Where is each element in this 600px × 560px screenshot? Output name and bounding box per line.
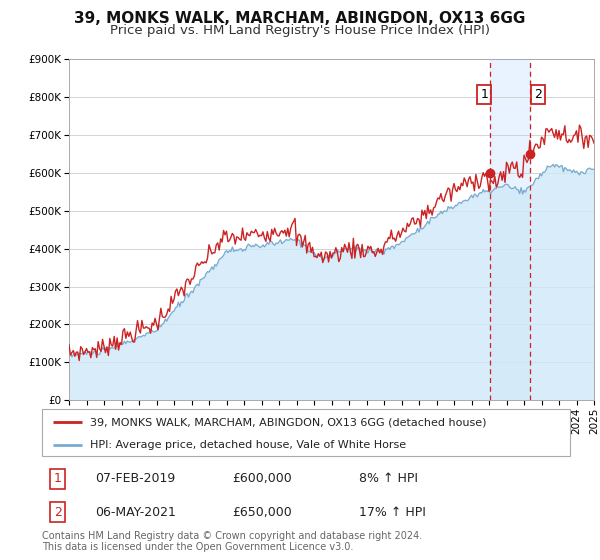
Text: 1: 1 — [481, 88, 488, 101]
Text: Contains HM Land Registry data © Crown copyright and database right 2024.: Contains HM Land Registry data © Crown c… — [42, 531, 422, 541]
Text: £650,000: £650,000 — [232, 506, 292, 519]
Text: £600,000: £600,000 — [232, 472, 292, 486]
Text: 17% ↑ HPI: 17% ↑ HPI — [359, 506, 425, 519]
Text: 06-MAY-2021: 06-MAY-2021 — [95, 506, 176, 519]
Bar — [490, 59, 530, 400]
Text: 2: 2 — [54, 506, 62, 519]
Text: This data is licensed under the Open Government Licence v3.0.: This data is licensed under the Open Gov… — [42, 542, 353, 552]
Text: 39, MONKS WALK, MARCHAM, ABINGDON, OX13 6GG: 39, MONKS WALK, MARCHAM, ABINGDON, OX13 … — [74, 11, 526, 26]
Text: 8% ↑ HPI: 8% ↑ HPI — [359, 472, 418, 486]
Text: 2: 2 — [534, 88, 542, 101]
Text: 1: 1 — [54, 472, 62, 486]
Text: 39, MONKS WALK, MARCHAM, ABINGDON, OX13 6GG (detached house): 39, MONKS WALK, MARCHAM, ABINGDON, OX13 … — [89, 417, 486, 427]
FancyBboxPatch shape — [42, 409, 570, 456]
Text: 07-FEB-2019: 07-FEB-2019 — [95, 472, 175, 486]
Text: HPI: Average price, detached house, Vale of White Horse: HPI: Average price, detached house, Vale… — [89, 440, 406, 450]
Text: Price paid vs. HM Land Registry's House Price Index (HPI): Price paid vs. HM Land Registry's House … — [110, 24, 490, 37]
